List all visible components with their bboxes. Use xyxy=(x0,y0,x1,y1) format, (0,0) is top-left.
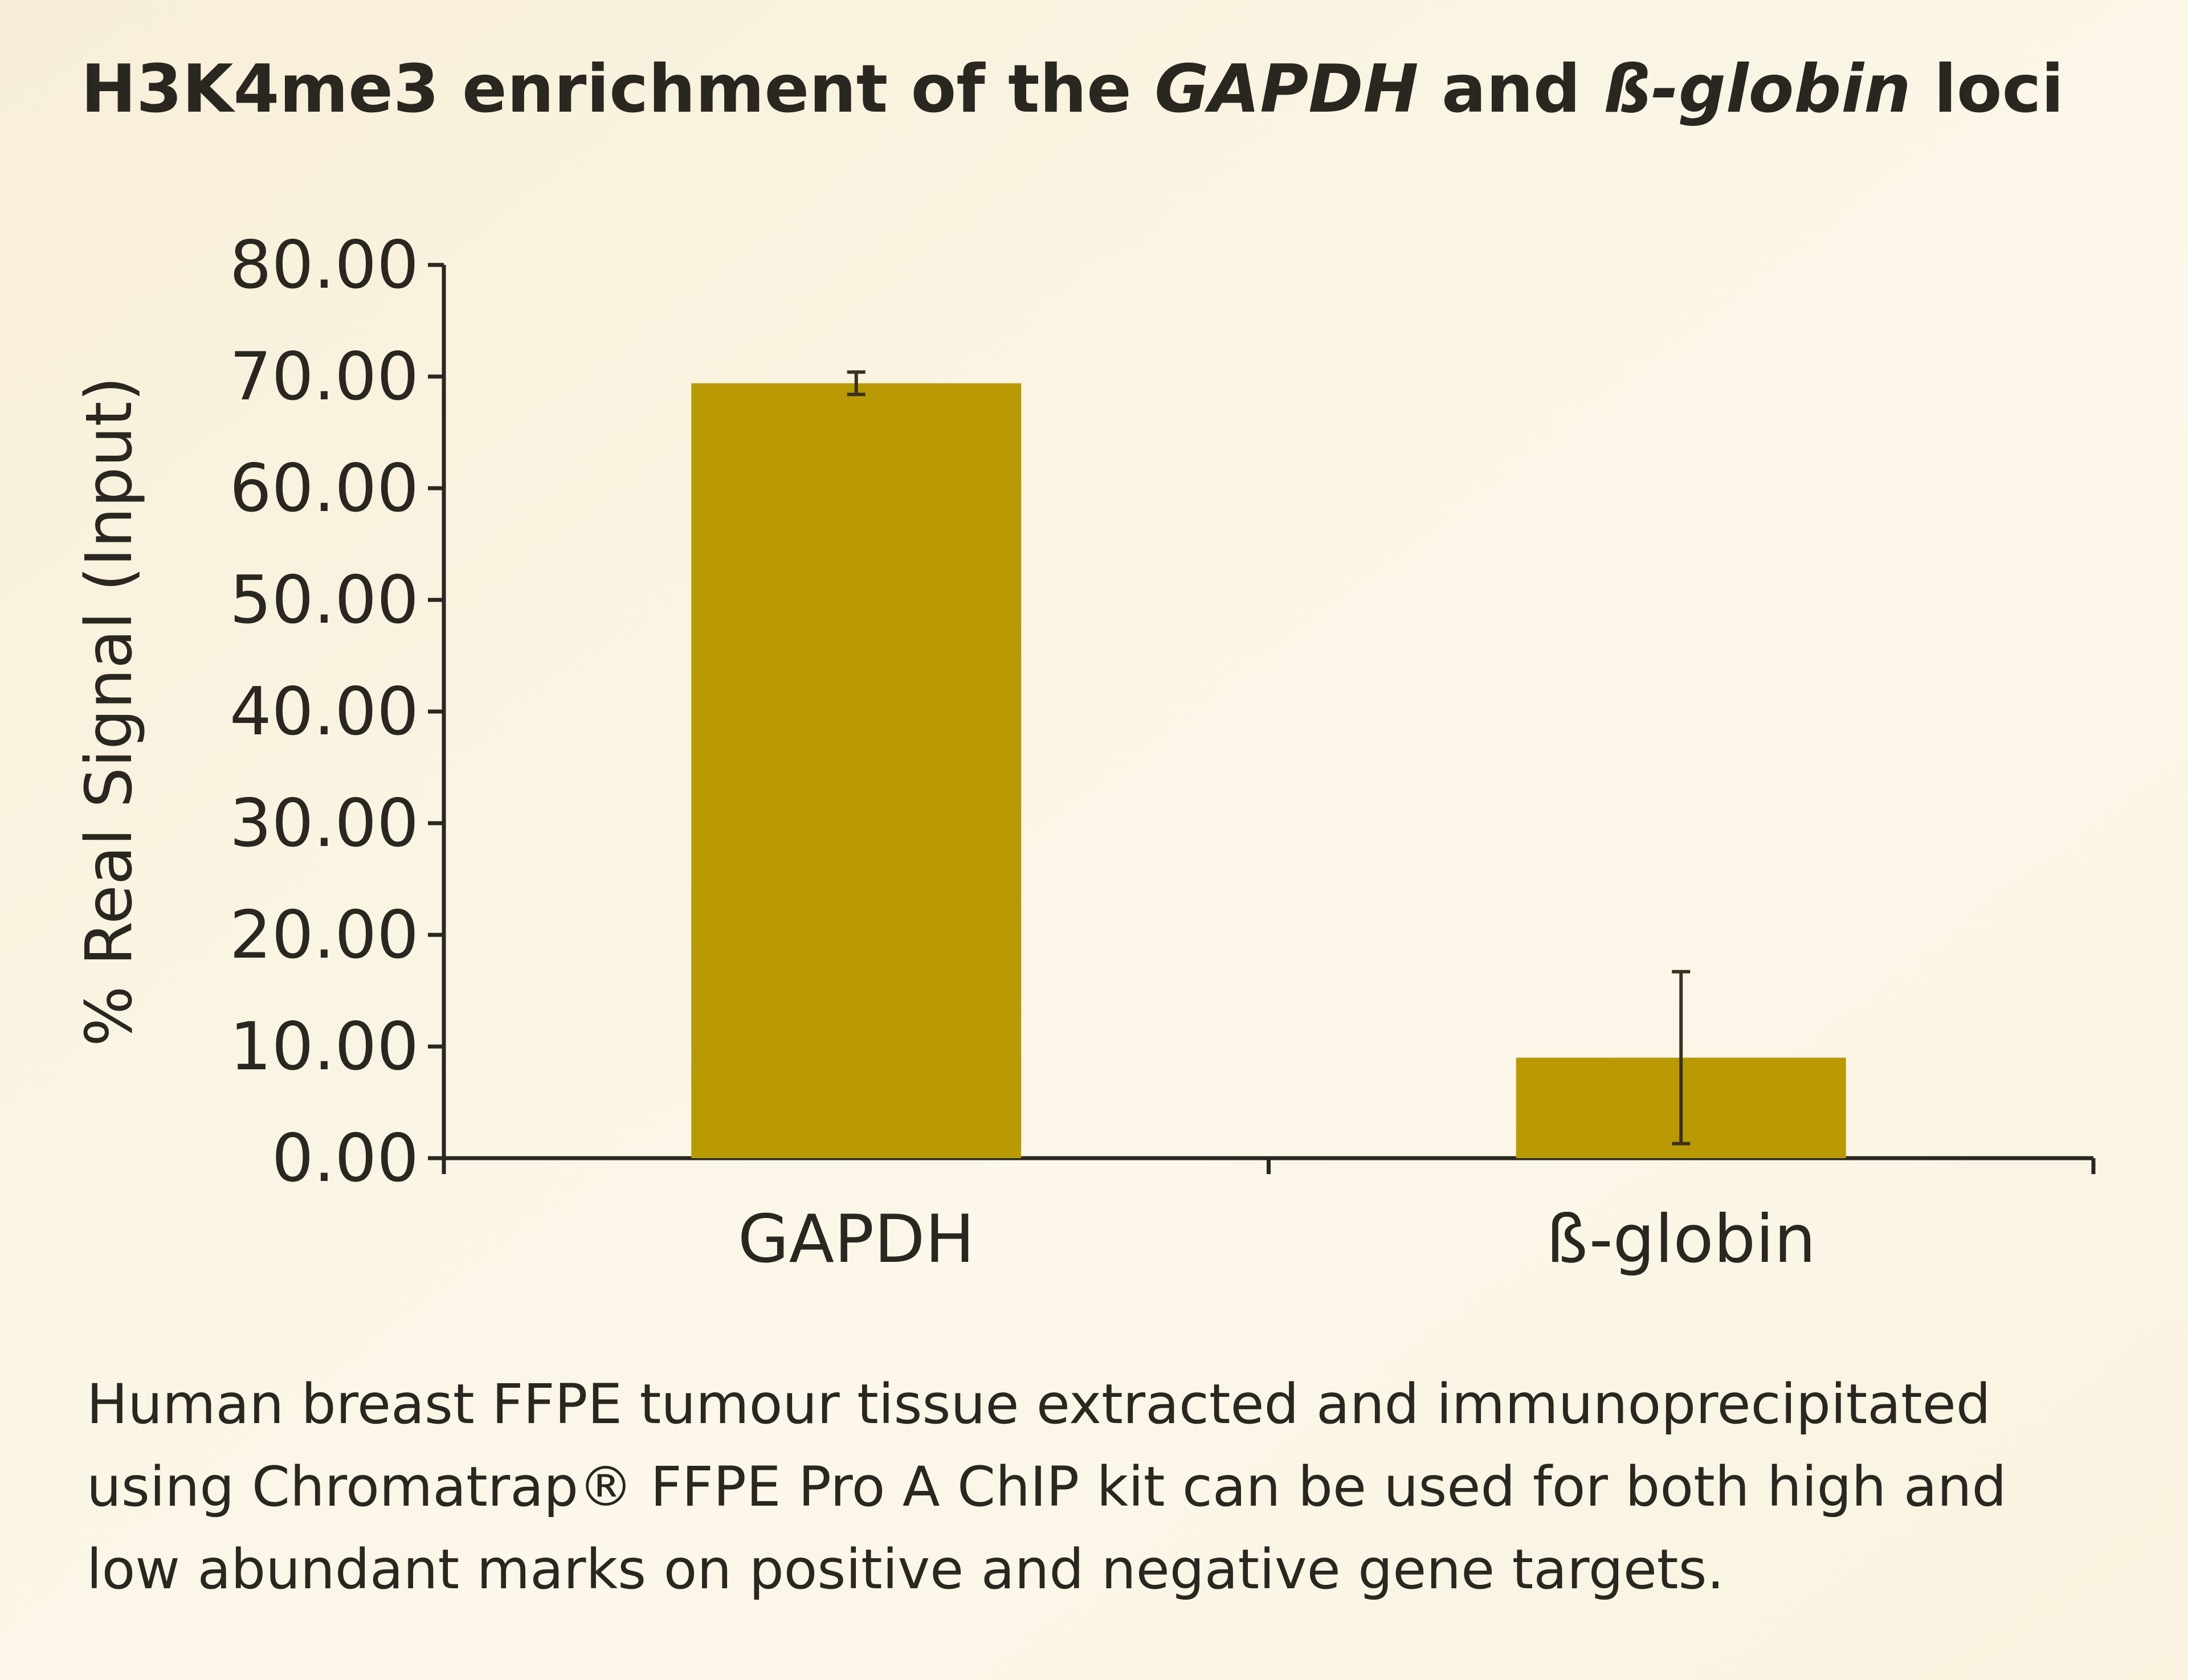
y-tick-label: 40.00 xyxy=(230,673,419,750)
y-tick-label: 70.00 xyxy=(230,338,419,415)
y-tick-label: 0.00 xyxy=(272,1120,419,1197)
error-bar xyxy=(847,370,866,397)
y-axis-label: % Real Signal (Input) xyxy=(72,377,146,1047)
y-tick-label: 10.00 xyxy=(230,1008,419,1085)
y-tick-label: 80.00 xyxy=(230,227,419,304)
y-tick-label: 60.00 xyxy=(230,450,419,527)
title-run: ß-globin xyxy=(1603,51,1911,128)
bar xyxy=(691,383,1022,1158)
caption: Human breast FFPE tumour tissue extracte… xyxy=(87,1372,2007,1601)
title-run: and xyxy=(1419,51,1604,128)
y-tick-label: 20.00 xyxy=(230,897,419,974)
x-tick-label: GAPDH xyxy=(738,1201,975,1278)
error-bar xyxy=(1672,970,1691,1146)
caption-line: using Chromatrap® FFPE Pro A ChIP kit ca… xyxy=(87,1455,2007,1519)
title-run: loci xyxy=(1911,51,2064,128)
y-tick-label: 30.00 xyxy=(230,785,419,862)
title-run: GAPDH xyxy=(1154,51,1418,128)
title-run: H3K4me3 enrichment of the xyxy=(81,51,1154,128)
chart-title: H3K4me3 enrichment of the GAPDH and ß-gl… xyxy=(81,51,2064,128)
y-tick-label: 50.00 xyxy=(230,562,419,639)
caption-line: low abundant marks on positive and negat… xyxy=(87,1538,1724,1601)
x-tick-label: ß-globin xyxy=(1546,1201,1816,1278)
caption-line: Human breast FFPE tumour tissue extracte… xyxy=(87,1372,1991,1436)
